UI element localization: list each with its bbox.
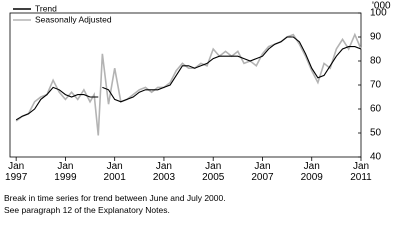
series-line	[15, 36, 362, 121]
y-tick-label: 100	[370, 8, 387, 19]
x-tick-label: Jan 2003	[152, 161, 176, 183]
x-tick-label: Jan 1999	[54, 161, 77, 183]
y-tick-label: 80	[370, 56, 382, 67]
y-tick-label: 60	[370, 104, 382, 115]
x-tick-label: Jan 2007	[251, 161, 274, 183]
x-tick-label: Jan 2011	[350, 161, 372, 183]
note: Break in time series for trend between J…	[4, 193, 226, 203]
unit-label: '000	[372, 1, 391, 12]
plot-frame	[9, 12, 362, 158]
y-tick-label: 40	[370, 152, 382, 163]
legend-label: Trend	[35, 3, 57, 13]
x-tick-label: Jan 1997	[5, 161, 28, 183]
series-line	[15, 32, 362, 136]
y-tick-label: 50	[370, 128, 382, 139]
y-tick-label: 90	[370, 32, 382, 43]
y-tick-label: 70	[370, 80, 382, 91]
note: See paragraph 12 of the Explanatory Note…	[4, 205, 170, 215]
x-tick-label: Jan 2001	[103, 161, 126, 183]
legend-label: Seasonally Adjusted	[35, 14, 112, 24]
x-tick-label: Jan 2005	[202, 161, 225, 183]
chart: '000 40 50 60 70 80 90 100 Trend Seasonally Adju…	[4, 0, 392, 215]
x-tick-label: Jan 2009	[300, 161, 323, 183]
